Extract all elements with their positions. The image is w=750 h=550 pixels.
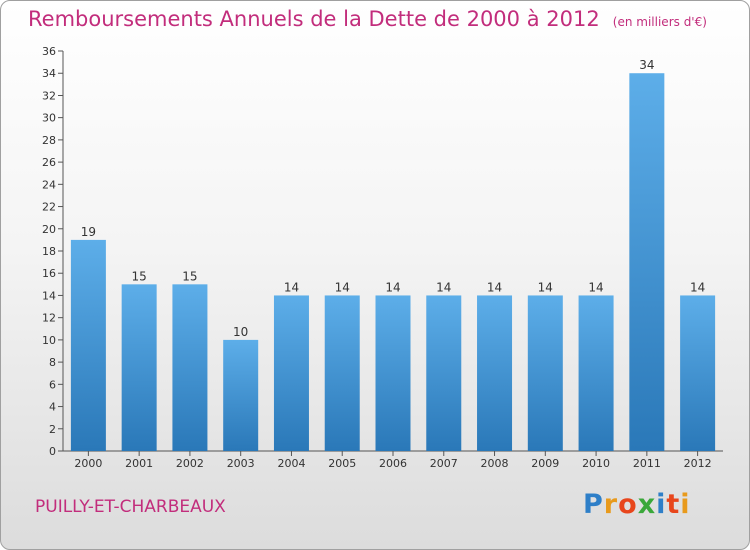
data-label-2001: 15 (132, 269, 147, 283)
proxiti-logo: Proxiti (583, 489, 691, 520)
y-tick-label: 12 (42, 312, 56, 325)
y-tick-label: 14 (42, 289, 56, 302)
bar-2003 (223, 339, 259, 451)
y-tick-label: 24 (42, 178, 56, 191)
data-label-2004: 14 (284, 280, 299, 294)
chart-title: Remboursements Annuels de la Dette de 20… (28, 7, 600, 31)
x-tick-label: 2003 (227, 457, 255, 470)
data-label-2006: 14 (385, 280, 400, 294)
y-tick-label: 30 (42, 112, 56, 125)
x-tick-label: 2011 (633, 457, 661, 470)
title-row: Remboursements Annuels de la Dette de 20… (28, 7, 707, 31)
bar-2010 (578, 295, 614, 451)
data-label-2003: 10 (233, 325, 248, 339)
bar-2009 (527, 295, 563, 451)
data-label-2007: 14 (436, 280, 451, 294)
data-label-2010: 14 (588, 280, 603, 294)
x-tick-label: 2008 (481, 457, 509, 470)
bar-2012 (680, 295, 716, 451)
data-label-2011: 34 (639, 58, 654, 72)
data-label-2005: 14 (335, 280, 350, 294)
commune-name: PUILLY-ET-CHARBEAUX (35, 497, 226, 517)
y-tick-label: 6 (49, 378, 56, 391)
data-label-2012: 14 (690, 280, 705, 294)
y-tick-label: 22 (42, 201, 56, 214)
y-tick-label: 34 (42, 67, 56, 80)
logo-letter: P (583, 489, 604, 520)
unit-note: (en milliers d'€) (612, 15, 707, 29)
y-tick-label: 26 (42, 156, 56, 169)
x-tick-label: 2009 (531, 457, 559, 470)
y-tick-label: 4 (49, 401, 56, 414)
y-tick-label: 10 (42, 334, 56, 347)
y-tick-label: 36 (42, 45, 56, 58)
data-label-2009: 14 (538, 280, 553, 294)
logo-letter: i (680, 489, 691, 520)
x-tick-label: 2010 (582, 457, 610, 470)
x-tick-label: 2001 (125, 457, 153, 470)
logo-letter: r (603, 489, 619, 520)
logo-letter: x (637, 489, 657, 520)
y-tick-label: 16 (42, 267, 56, 280)
x-axis: 2000 2001 2002 2003 2004 2005 2006 2007 2008 2009… (63, 450, 723, 470)
x-tick-label: 2004 (277, 457, 305, 470)
y-tick-label: 0 (49, 445, 56, 458)
x-tick-label: 2002 (176, 457, 204, 470)
x-tick-label: 2006 (379, 457, 407, 470)
bar-2001 (121, 284, 157, 451)
y-tick-label: 28 (42, 134, 56, 147)
data-label-2000: 19 (81, 225, 96, 239)
y-tick-label: 18 (42, 245, 56, 258)
bar-2005 (324, 295, 360, 451)
bar-2006 (375, 295, 411, 451)
y-tick-label: 20 (42, 223, 56, 236)
logo-letter: i (656, 489, 667, 520)
bar-2008 (477, 295, 513, 451)
x-tick-label: 2012 (684, 457, 712, 470)
logo-letter: t (666, 489, 681, 520)
logo-letter: o (618, 489, 638, 520)
y-tick-label: 32 (42, 89, 56, 102)
bar-2011 (629, 73, 665, 451)
bar-2004 (273, 295, 309, 451)
x-tick-label: 2000 (74, 457, 102, 470)
bar-2007 (426, 295, 462, 451)
bars: 19 15 15 10 14 14 14 14 14 14 14 34 14 (70, 58, 716, 451)
data-label-2002: 15 (182, 269, 197, 283)
x-tick-label: 2007 (430, 457, 458, 470)
x-tick-label: 2005 (328, 457, 356, 470)
y-tick-label: 8 (49, 356, 56, 369)
bar-2002 (172, 284, 208, 451)
y-tick-label: 2 (49, 423, 56, 436)
data-label-2008: 14 (487, 280, 502, 294)
bar-2000 (70, 239, 106, 451)
